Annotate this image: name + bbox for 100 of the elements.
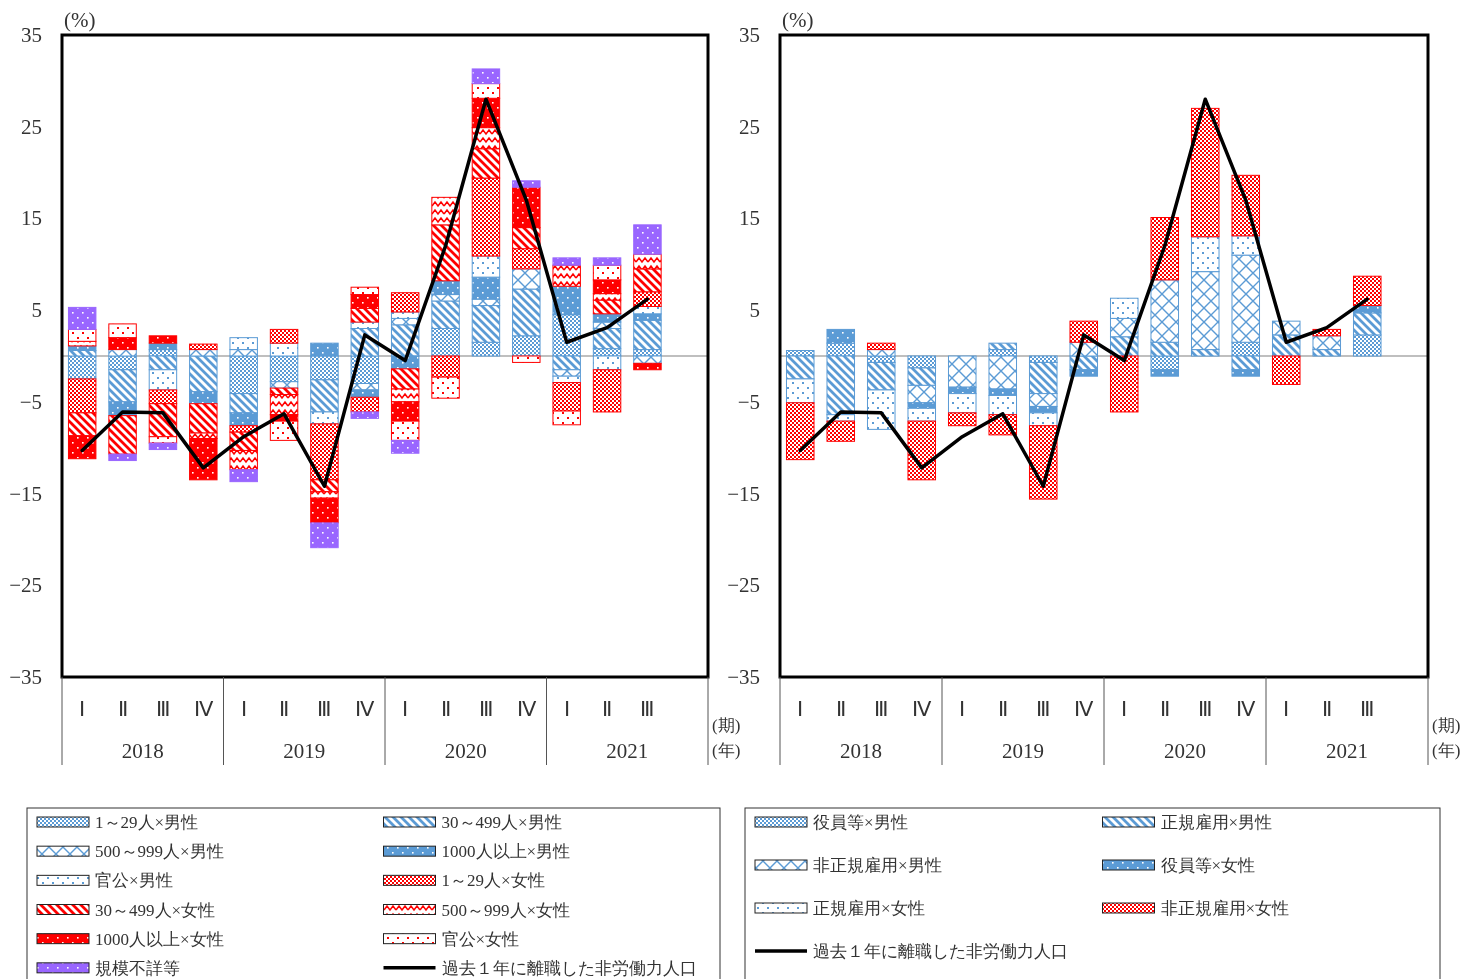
text: 2020	[1164, 739, 1206, 763]
x-tick-label: Ⅳ	[1074, 697, 1095, 721]
bar	[148, 369, 178, 391]
bar	[471, 276, 501, 300]
bar	[471, 83, 501, 99]
bar	[785, 378, 815, 404]
bar	[552, 257, 581, 266]
bar	[67, 340, 97, 347]
bar	[552, 369, 581, 377]
bar	[1352, 334, 1382, 357]
bar	[1190, 236, 1220, 273]
bar	[310, 522, 339, 549]
bar	[1352, 312, 1382, 336]
y-tick-label: 15	[739, 206, 760, 231]
bar	[1150, 369, 1180, 377]
bar	[947, 355, 977, 388]
bar	[431, 294, 460, 302]
x-tick-label: Ⅰ	[402, 697, 409, 721]
x-axis-title: (期)	[1432, 716, 1461, 735]
text: 2018	[121, 739, 164, 763]
legend-label: 非正規雇用×女性	[1160, 899, 1290, 918]
bar	[633, 268, 662, 293]
x-axis-title: (期)	[712, 716, 741, 735]
bar	[108, 323, 137, 339]
bar	[907, 384, 937, 404]
x-tick-label: Ⅲ	[874, 697, 889, 721]
legend-label: 1000人以上×女性	[95, 929, 224, 949]
bar	[552, 410, 581, 426]
x-tick-label: Ⅱ	[1321, 697, 1332, 721]
bar	[350, 389, 380, 398]
bar	[310, 491, 339, 499]
bar	[67, 306, 97, 330]
bar	[350, 396, 380, 413]
bar	[633, 224, 662, 255]
x-tick-label: Ⅳ	[193, 697, 214, 721]
text: 2019	[283, 739, 326, 763]
bar	[907, 420, 937, 481]
bar	[1231, 355, 1261, 371]
y-tick-label: 25	[739, 114, 760, 139]
bar	[947, 393, 977, 414]
bar	[67, 328, 97, 342]
legend-label: 1～29人×女性	[441, 871, 545, 891]
bar	[229, 337, 258, 351]
bar	[471, 177, 501, 257]
bar	[431, 376, 460, 399]
x-tick-label: Ⅰ	[959, 697, 966, 721]
bar	[552, 355, 581, 371]
bar	[67, 412, 97, 437]
bar	[471, 148, 501, 179]
bar	[390, 420, 420, 441]
x-tick-label: Ⅱ	[997, 697, 1008, 721]
bar	[310, 379, 339, 413]
bar	[633, 362, 662, 371]
legend-label: 過去１年に離職した非労働力人口	[813, 942, 1068, 961]
bar	[633, 355, 662, 364]
y-axis-title: (%)	[782, 8, 814, 32]
bar	[350, 411, 380, 419]
bar	[471, 255, 501, 278]
bar	[269, 387, 299, 396]
x-tick-label: Ⅰ	[563, 697, 570, 721]
bar	[1190, 271, 1220, 351]
bar	[826, 328, 856, 344]
bar	[512, 268, 541, 290]
bar	[592, 264, 622, 281]
bar	[229, 449, 258, 471]
bar	[633, 319, 662, 351]
bar	[1352, 275, 1382, 307]
bar	[471, 341, 501, 357]
legend-label: 役員等×女性	[1160, 856, 1256, 875]
bar	[1312, 349, 1342, 357]
x-tick-label: Ⅲ	[1360, 697, 1375, 721]
legend-label: 1000人以上×男性	[441, 842, 571, 862]
bar	[108, 453, 137, 462]
bar	[592, 355, 622, 371]
bar	[229, 355, 258, 395]
bar	[471, 68, 501, 85]
bar	[866, 361, 896, 391]
x-tick-label: Ⅲ	[155, 697, 170, 721]
text: (年)	[712, 741, 741, 760]
bar	[269, 342, 299, 357]
bar	[229, 393, 258, 414]
y-tick-label: −5	[19, 389, 42, 414]
text: 2021	[1326, 739, 1368, 763]
bar	[390, 292, 420, 313]
text: 2020	[444, 739, 487, 763]
bar	[148, 442, 178, 451]
bar	[229, 412, 258, 427]
bar	[633, 253, 662, 270]
bar	[633, 313, 662, 321]
bar	[1271, 355, 1301, 385]
bar	[1231, 254, 1261, 343]
x-tick-label: Ⅰ	[240, 697, 247, 721]
bar	[512, 248, 541, 270]
y-tick-label: −25	[9, 573, 42, 598]
legend-label: 官公×男性	[95, 871, 173, 891]
legend-label: 30～499人×女性	[95, 900, 216, 920]
legend-label: 正規雇用×女性	[813, 899, 925, 918]
y-tick-label: −35	[727, 665, 760, 689]
bar	[108, 349, 137, 357]
bar	[148, 355, 178, 371]
